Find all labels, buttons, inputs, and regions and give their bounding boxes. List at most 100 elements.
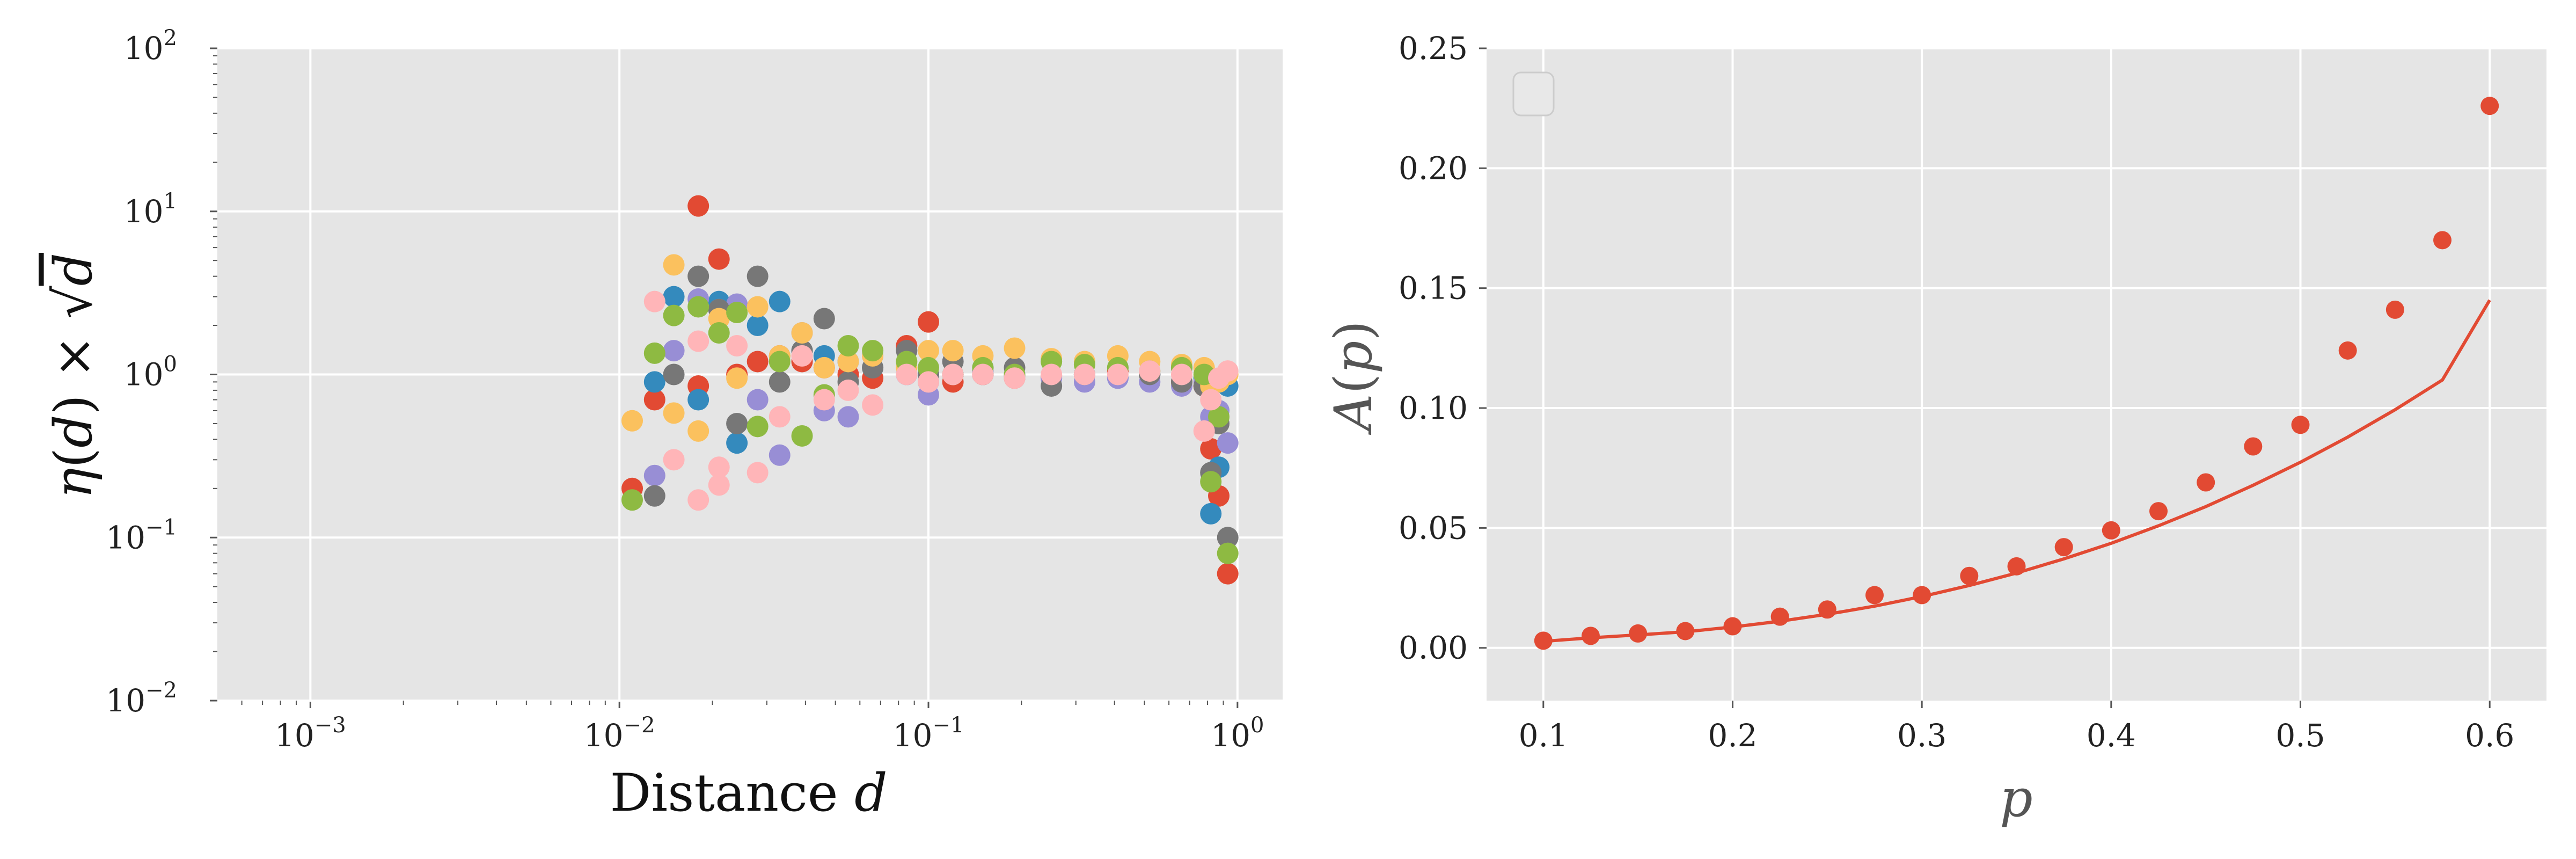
left-data-point [769,290,791,312]
legend-box [1512,71,1555,117]
left-data-point [747,389,769,411]
left-data-point [663,304,685,326]
left-data-point [791,322,813,344]
left-x-axis-label: Distance d [610,763,887,823]
right-y-axis-label: A(p) [1323,321,1384,435]
right-data-point [2149,502,2168,521]
right-data-points [1534,97,2499,650]
left-data-point [747,416,769,438]
right-data-point [2338,341,2357,360]
left-y-tick-label: 102 [124,26,177,67]
left-data-point [643,342,665,364]
left-data-point [687,330,709,352]
left-data-point [708,474,730,496]
right-data-point [2102,521,2120,540]
right-data-point [1676,622,1695,640]
left-data-point [643,464,665,486]
left-data-point [687,489,709,511]
left-data-point [837,406,859,428]
left-data-point [747,296,769,318]
left-data-point [1107,363,1129,385]
left-data-point [1200,438,1222,460]
right-y-tick-label: 0.20 [1399,150,1468,186]
left-data-point [862,340,884,362]
left-y-tick-label: 101 [124,189,177,230]
left-data-points [621,195,1239,585]
svg-text:η(d) × √d: η(d) × √d [43,253,104,499]
left-data-point [1193,420,1215,442]
right-x-tick-label: 0.4 [2087,717,2136,754]
left-data-point [621,489,643,511]
left-data-point [726,412,748,434]
left-data-point [1217,527,1239,549]
right-tick-labels: 0.1 0.2 0.3 0.4 0.5 0.6 0.00 0.05 0.10 0.15 0.20 0.… [1399,30,2514,754]
right-data-point [2480,97,2499,115]
left-data-point [687,195,709,217]
right-x-tick-label: 0.5 [2275,717,2325,754]
right-y-tick-label: 0.05 [1399,509,1468,546]
left-data-point [726,335,748,357]
left-data-point [643,485,665,507]
left-data-point [663,363,685,385]
left-data-point [708,456,730,478]
left-data-point [708,248,730,270]
left-data-point [1200,389,1222,411]
right-y-tick-label: 0.25 [1399,30,1468,67]
right-x-axis-label: p [2000,768,2032,828]
left-data-point [726,302,748,324]
left-data-point [972,363,994,385]
left-y-tick-label: 100 [124,352,177,393]
left-data-point [663,449,685,471]
left-data-point [1073,363,1095,385]
left-data-point [687,420,709,442]
left-y-axis-label: η(d) × √d [43,253,104,499]
right-data-point [1629,624,1648,643]
right-data-point [1723,617,1742,636]
left-data-point [708,322,730,344]
left-x-tick-label: 10−1 [893,713,964,754]
right-data-point [1960,566,1979,585]
left-data-point [769,444,791,466]
left-data-point [643,389,665,411]
left-data-point [1200,471,1222,493]
left-data-point [663,286,685,308]
left-y-tick-label: 10−2 [106,678,177,719]
left-data-point [663,402,685,424]
left-data-point [918,340,940,362]
left-data-point [663,254,685,276]
right-y-tick-label: 0.15 [1399,270,1468,307]
right-x-tick-label: 0.3 [1897,717,1946,754]
left-data-point [813,308,835,330]
left-x-tick-label: 10−3 [275,713,346,754]
svg-text:A(p): A(p) [1323,321,1384,435]
left-data-point [769,406,791,428]
left-data-point [747,315,769,337]
right-x-tick-label: 0.6 [2465,717,2514,754]
right-data-point [2007,557,2026,576]
left-data-point [896,363,918,385]
right-y-tick-label: 0.10 [1399,390,1468,426]
left-data-point [1217,432,1239,454]
left-minor-ticks [213,55,1224,705]
left-data-point [687,296,709,318]
right-x-tick-label: 0.2 [1708,717,1757,754]
left-data-point [687,265,709,287]
left-data-point [663,340,685,362]
right-panel: 0.1 0.2 0.3 0.4 0.5 0.6 0.00 0.05 0.10 0.15 0.20 0.… [1323,30,2546,828]
right-data-point [2291,416,2310,434]
left-data-point [1004,337,1026,359]
left-data-point [791,425,813,447]
left-data-point [1004,367,1026,389]
left-data-point [747,265,769,287]
right-data-point [1913,586,1931,605]
left-data-point [747,351,769,373]
right-plot-background [1487,48,2546,701]
right-data-point [1770,607,1789,626]
left-data-point [687,389,709,411]
left-data-point [726,367,748,389]
left-data-point [791,345,813,367]
left-data-point [1217,563,1239,585]
right-data-point [2244,437,2263,456]
left-data-point [813,389,835,411]
left-data-point [862,394,884,416]
